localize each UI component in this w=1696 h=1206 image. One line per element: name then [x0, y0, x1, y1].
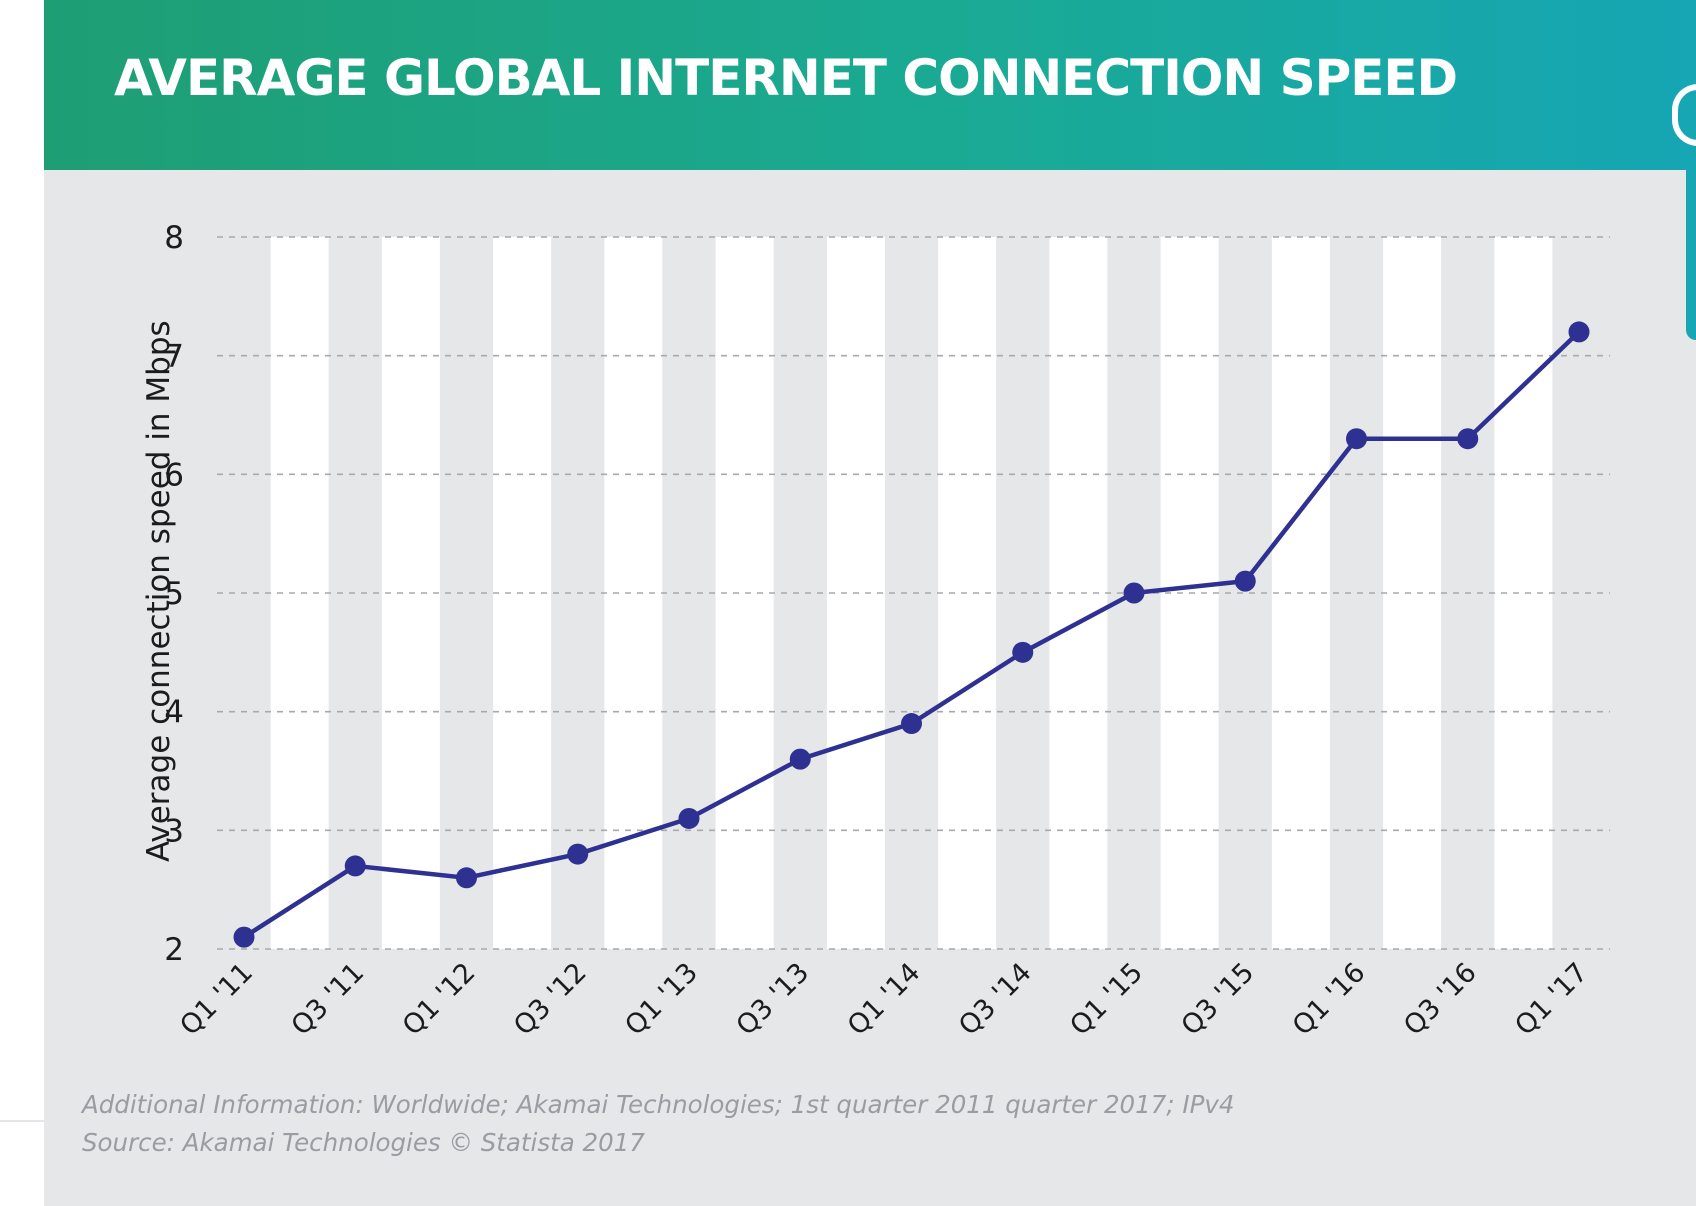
x-tick-label: Q1 '15 [1064, 957, 1149, 1042]
x-tick-label: Q3 '16 [1398, 957, 1483, 1042]
data-point [1457, 428, 1479, 450]
footnote-source: Source: Akamai Technologies © Statista 2… [82, 1128, 645, 1157]
data-point [567, 843, 589, 865]
y-tick-label: 3 [164, 813, 184, 849]
y-tick-labels: 2 3 4 5 6 7 8 [164, 220, 184, 968]
data-point [1123, 582, 1145, 604]
x-tick-label: Q3 '11 [285, 957, 370, 1042]
x-tick-label: Q1 '16 [1287, 957, 1372, 1042]
chart-card: AVERAGE GLOBAL INTERNET CONNECTION SPEED… [44, 0, 1696, 1206]
data-point [1012, 641, 1034, 663]
series-line [242, 330, 1581, 940]
data-point [1568, 321, 1590, 343]
x-tick-label: Q1 '13 [619, 957, 704, 1042]
data-point [456, 867, 477, 889]
gridlines [217, 236, 1610, 950]
y-axis-title: Average connection speed in Mbps [141, 320, 177, 862]
x-tick-label: Q3 '14 [953, 957, 1038, 1042]
series-layer [233, 321, 1590, 948]
data-point [1346, 428, 1367, 450]
y-tick-label: 2 [164, 932, 184, 968]
y-tick-label: 4 [164, 695, 184, 731]
x-tick-label: Q1 '14 [842, 957, 927, 1042]
y-tick-label: 8 [164, 220, 184, 256]
data-point [789, 748, 811, 770]
x-tick-labels: Q1 '11 Q3 '11 Q1 '12 Q3 '12 Q1 '13 Q3 '13 Q1 '… [174, 957, 1594, 1042]
page-title: AVERAGE GLOBAL INTERNET CONNECTION SPEED [114, 49, 1458, 107]
x-tick-label: Q1 '17 [1509, 957, 1594, 1042]
page-edge-line [0, 1120, 44, 1122]
footnote-additional-info: Additional Information: Worldwide; Akama… [82, 1090, 1235, 1119]
x-tick-label: Q3 '13 [730, 957, 815, 1042]
header-banner: AVERAGE GLOBAL INTERNET CONNECTION SPEED [44, 0, 1696, 170]
y-tick-label: 5 [164, 576, 184, 612]
side-accent [1686, 170, 1696, 340]
x-tick-label: Q3 '12 [508, 957, 593, 1042]
y-tick-label: 6 [164, 457, 184, 493]
x-tick-label: Q3 '15 [1175, 957, 1260, 1042]
x-tick-label: Q1 '11 [174, 957, 259, 1042]
data-point [678, 807, 700, 829]
data-point [901, 713, 922, 735]
y-tick-label: 7 [164, 339, 184, 375]
data-point [1234, 570, 1256, 592]
x-tick-label: Q1 '12 [397, 957, 482, 1042]
column-stripes [270, 237, 1553, 949]
data-point [233, 926, 255, 948]
line-chart: 2 3 4 5 6 7 8 Q1 '11 Q3 '11 Q1 '12 Q3 '12 Q1 '13 Q3… [164, 220, 1610, 1042]
data-point [344, 855, 366, 877]
